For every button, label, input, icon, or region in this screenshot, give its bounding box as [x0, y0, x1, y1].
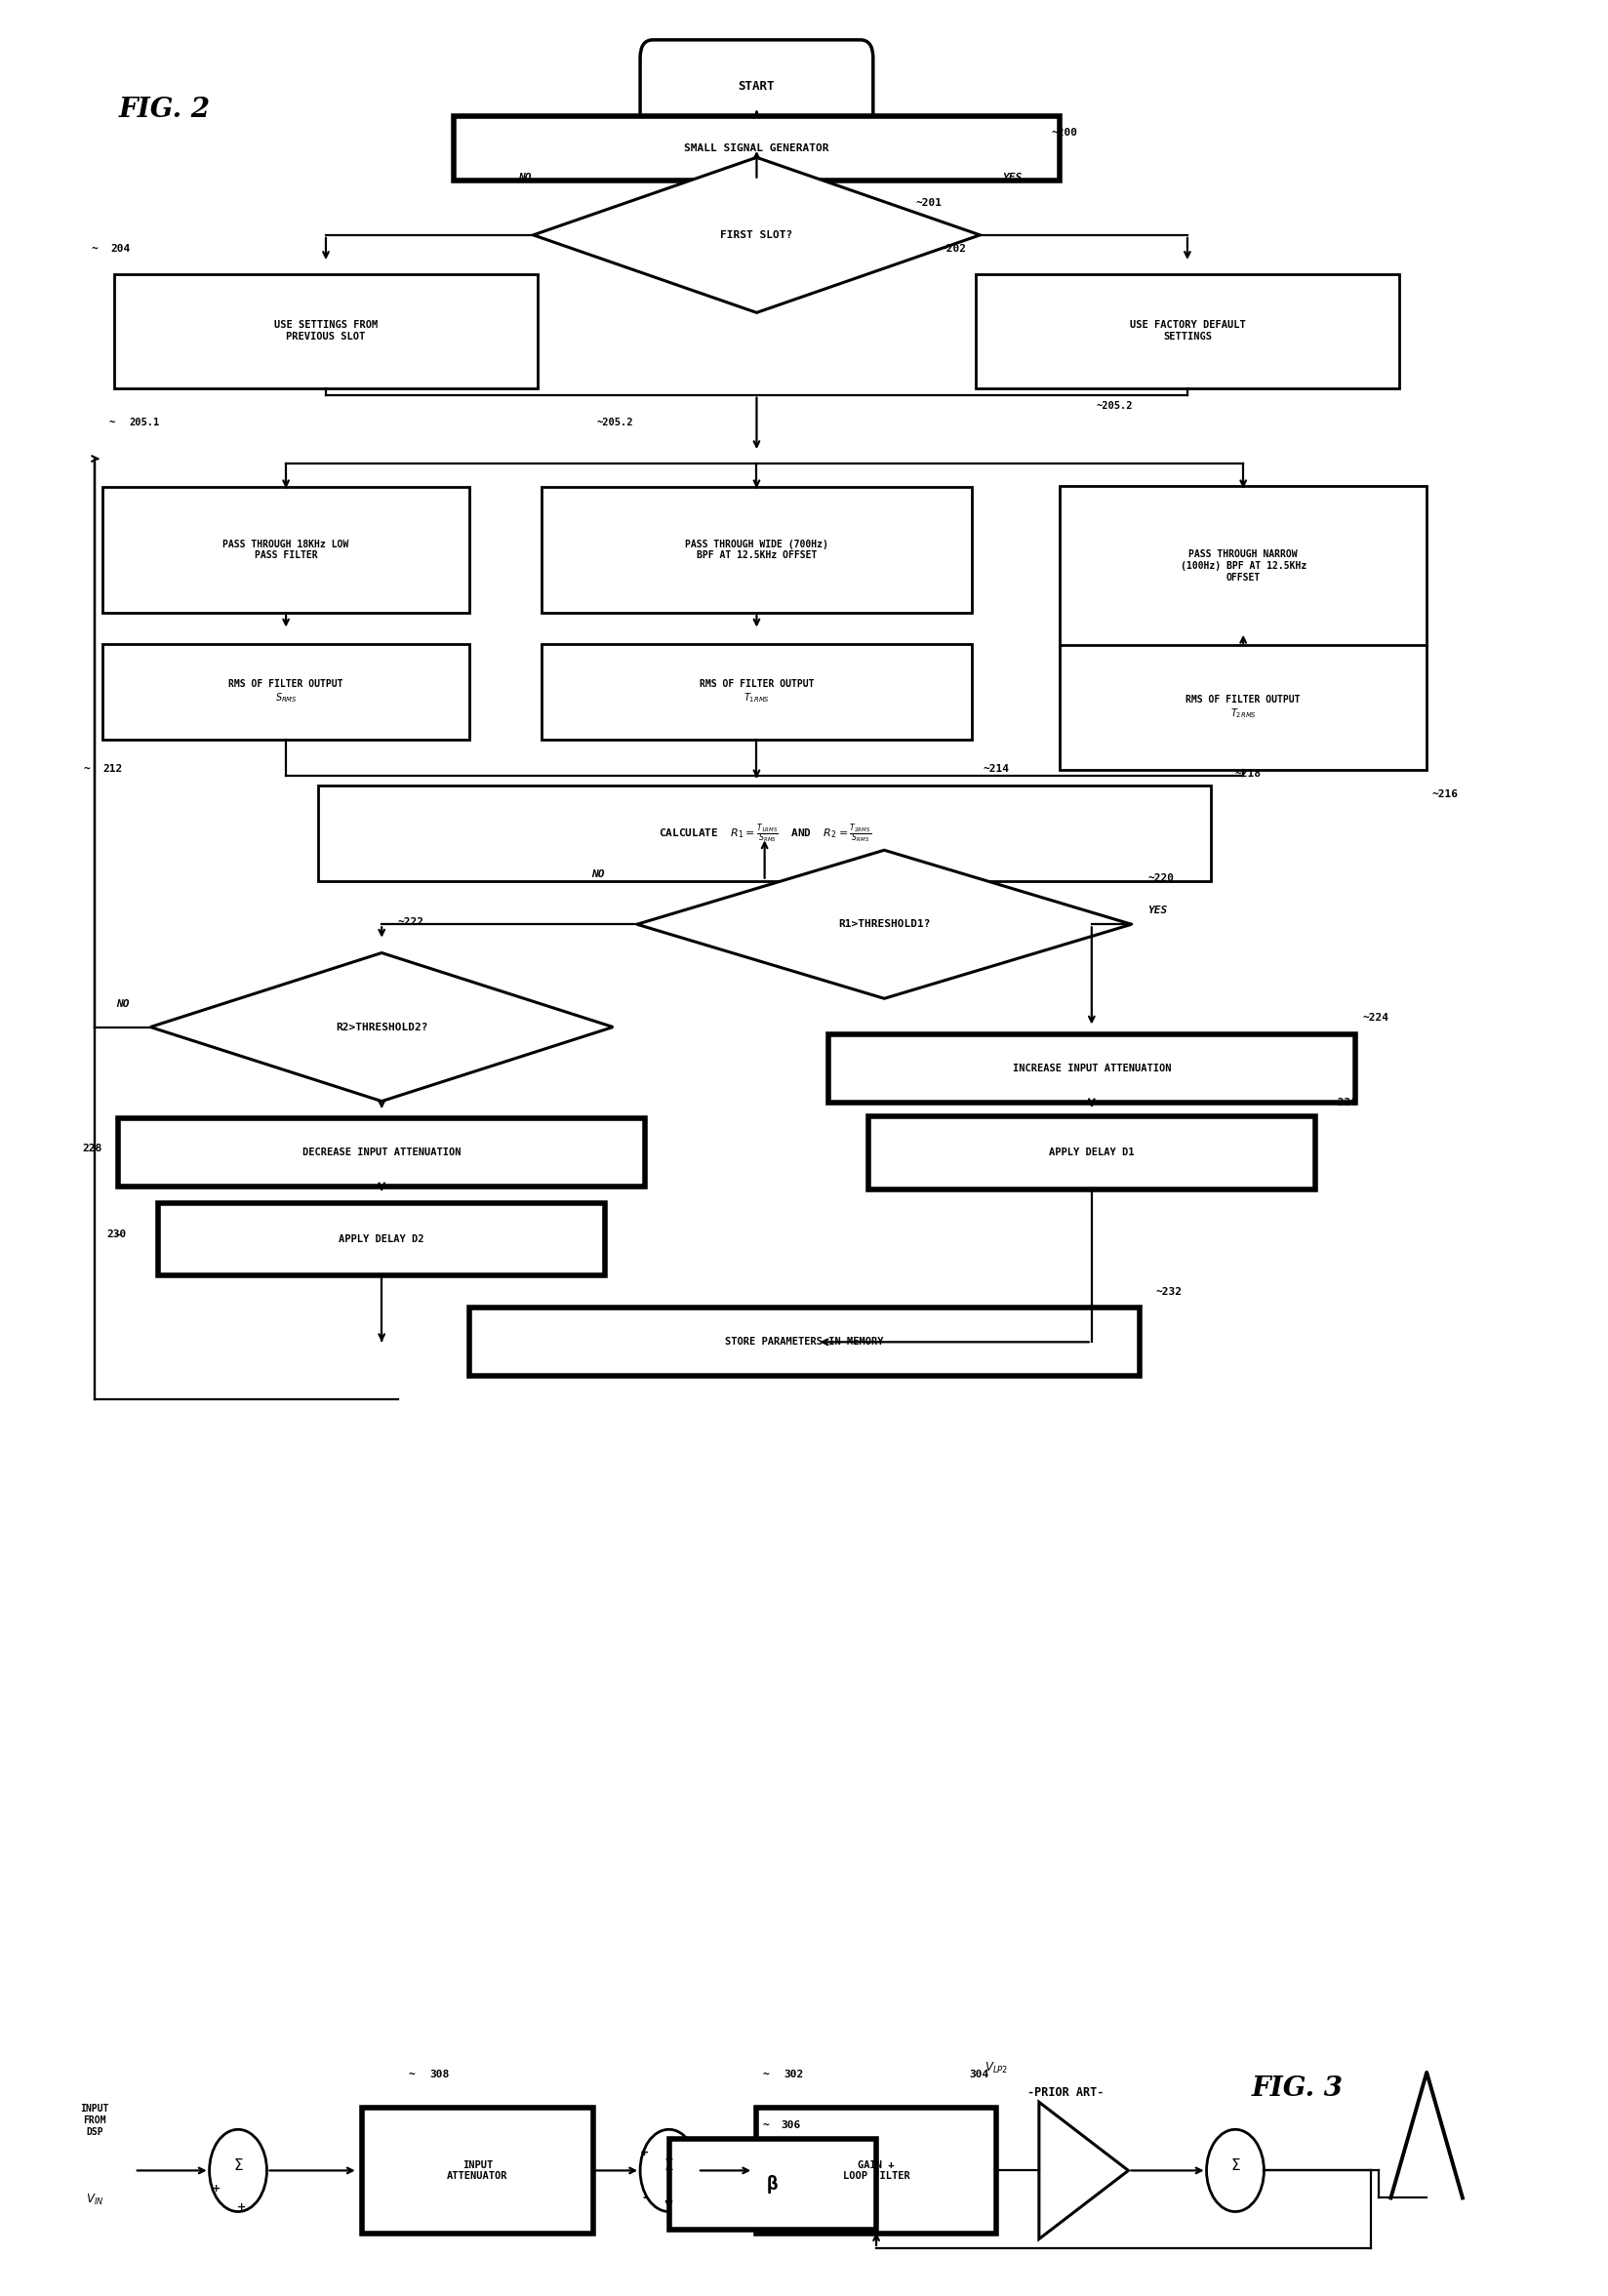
Text: FIRST SLOT?: FIRST SLOT?	[720, 230, 793, 239]
Text: YES: YES	[1002, 172, 1021, 184]
Text: APPLY DELAY D1: APPLY DELAY D1	[1048, 1148, 1134, 1157]
Text: INPUT
ATTENUATOR: INPUT ATTENUATOR	[447, 2161, 508, 2181]
Text: NO: NO	[116, 999, 130, 1008]
Text: -: -	[642, 2193, 646, 2204]
Bar	[453, 117, 1060, 181]
Text: PASS THROUGH WIDE (700Hz)
BPF AT 12.5KHz OFFSET: PASS THROUGH WIDE (700Hz) BPF AT 12.5KHz…	[685, 540, 828, 560]
Text: 302: 302	[783, 2069, 802, 2080]
Text: RMS OF FILTER OUTPUT
$S_{RMS}$: RMS OF FILTER OUTPUT $S_{RMS}$	[228, 680, 343, 705]
Bar	[318, 785, 1211, 882]
Text: ~: ~	[92, 1143, 98, 1153]
Polygon shape	[150, 953, 613, 1102]
Bar	[1060, 487, 1426, 645]
Text: -PRIOR ART-: -PRIOR ART-	[1028, 2087, 1103, 2099]
Text: +: +	[211, 2183, 220, 2193]
Text: $V_{IN}$: $V_{IN}$	[85, 2193, 103, 2206]
FancyBboxPatch shape	[640, 39, 873, 133]
Text: R2>THRESHOLD2?: R2>THRESHOLD2?	[336, 1022, 428, 1031]
Text: START: START	[738, 80, 775, 94]
Text: PASS THROUGH NARROW
(100Hz) BPF AT 12.5KHz
OFFSET: PASS THROUGH NARROW (100Hz) BPF AT 12.5K…	[1179, 549, 1306, 583]
Text: CALCULATE  $R_1=\frac{T_{1RMS}}{S_{RMS}}$  AND  $R_2=\frac{T_{2RMS}}{S_{RMS}}$: CALCULATE $R_1=\frac{T_{1RMS}}{S_{RMS}}$…	[658, 822, 870, 845]
Bar	[1060, 645, 1426, 769]
Text: ~: ~	[84, 765, 90, 774]
Text: ~205.2: ~205.2	[1095, 402, 1132, 411]
Text: R1>THRESHOLD1?: R1>THRESHOLD1?	[838, 918, 929, 930]
Text: RMS OF FILTER OUTPUT
$T_{1RMS}$: RMS OF FILTER OUTPUT $T_{1RMS}$	[699, 680, 814, 705]
Text: PASS THROUGH 18KHz LOW
PASS FILTER: PASS THROUGH 18KHz LOW PASS FILTER	[224, 540, 349, 560]
Bar	[158, 1203, 605, 1277]
Text: ~205.2: ~205.2	[597, 418, 634, 427]
Bar	[976, 273, 1397, 388]
Text: β: β	[767, 2174, 778, 2193]
Bar	[540, 487, 971, 613]
Bar	[669, 2138, 876, 2229]
Text: 230: 230	[106, 1231, 127, 1240]
Bar	[756, 2108, 995, 2234]
Text: YES: YES	[1147, 905, 1166, 916]
Text: ~: ~	[762, 2119, 769, 2131]
Text: 228: 228	[82, 1143, 103, 1153]
Text: YES: YES	[371, 1127, 391, 1137]
Text: 304: 304	[968, 2069, 987, 2080]
Text: Σ: Σ	[233, 2158, 243, 2174]
Text: INPUT
FROM
DSP: INPUT FROM DSP	[80, 2103, 109, 2138]
Text: ~: ~	[109, 418, 116, 427]
Text: USE SETTINGS FROM
PREVIOUS SLOT: USE SETTINGS FROM PREVIOUS SLOT	[273, 321, 378, 342]
Text: ~: ~	[408, 2069, 415, 2080]
Text: STORE PARAMETERS IN MEMORY: STORE PARAMETERS IN MEMORY	[725, 1336, 883, 1348]
Bar	[114, 273, 537, 388]
Text: FIG. 2: FIG. 2	[119, 96, 211, 122]
Text: 308: 308	[429, 2069, 449, 2080]
Text: SMALL SIGNAL GENERATOR: SMALL SIGNAL GENERATOR	[683, 142, 828, 154]
Text: ~: ~	[762, 2069, 769, 2080]
Bar	[828, 1033, 1354, 1102]
Bar	[103, 643, 470, 739]
Text: INCREASE INPUT ATTENUATION: INCREASE INPUT ATTENUATION	[1011, 1063, 1171, 1072]
Text: $V_{LP2}$: $V_{LP2}$	[984, 2060, 1007, 2076]
Text: FIG. 3: FIG. 3	[1251, 2076, 1343, 2101]
Text: RMS OF FILTER OUTPUT
$T_{2RMS}$: RMS OF FILTER OUTPUT $T_{2RMS}$	[1185, 696, 1299, 721]
Text: +: +	[236, 2202, 246, 2211]
Text: Σ: Σ	[1230, 2158, 1240, 2174]
Bar	[868, 1116, 1314, 1189]
Bar	[362, 2108, 593, 2234]
Text: ~214: ~214	[982, 765, 1008, 774]
Text: DECREASE INPUT ATTENUATION: DECREASE INPUT ATTENUATION	[302, 1148, 461, 1157]
Text: ~222: ~222	[397, 916, 425, 928]
Text: Σ: Σ	[664, 2158, 674, 2174]
Text: 204: 204	[111, 243, 130, 253]
Text: ~201: ~201	[915, 197, 942, 209]
Text: USE FACTORY DEFAULT
SETTINGS: USE FACTORY DEFAULT SETTINGS	[1129, 321, 1245, 342]
Text: ~216: ~216	[1431, 790, 1457, 799]
Text: APPLY DELAY D2: APPLY DELAY D2	[339, 1235, 425, 1244]
Bar	[103, 487, 470, 613]
Text: GAIN +
LOOP FILTER: GAIN + LOOP FILTER	[843, 2161, 909, 2181]
Bar	[470, 1309, 1138, 1375]
Text: ~224: ~224	[1362, 1013, 1388, 1022]
Text: ~: ~	[116, 1231, 122, 1240]
Text: ~202: ~202	[939, 243, 966, 253]
Text: +: +	[640, 2147, 650, 2158]
Bar	[119, 1118, 645, 1187]
Text: ~200: ~200	[1052, 129, 1077, 138]
Text: ~218: ~218	[1235, 769, 1261, 778]
Text: ~: ~	[92, 243, 98, 253]
Text: ~226: ~226	[1330, 1097, 1357, 1107]
Text: 306: 306	[780, 2119, 799, 2131]
Text: NO: NO	[592, 870, 605, 879]
Text: 212: 212	[103, 765, 122, 774]
Text: 205.1: 205.1	[130, 418, 161, 427]
Polygon shape	[1039, 2103, 1127, 2239]
Text: ~220: ~220	[1147, 875, 1174, 884]
Text: NO: NO	[518, 172, 532, 184]
Text: ~232: ~232	[1155, 1288, 1182, 1297]
Bar	[540, 643, 971, 739]
Polygon shape	[637, 850, 1130, 999]
Polygon shape	[532, 158, 979, 312]
